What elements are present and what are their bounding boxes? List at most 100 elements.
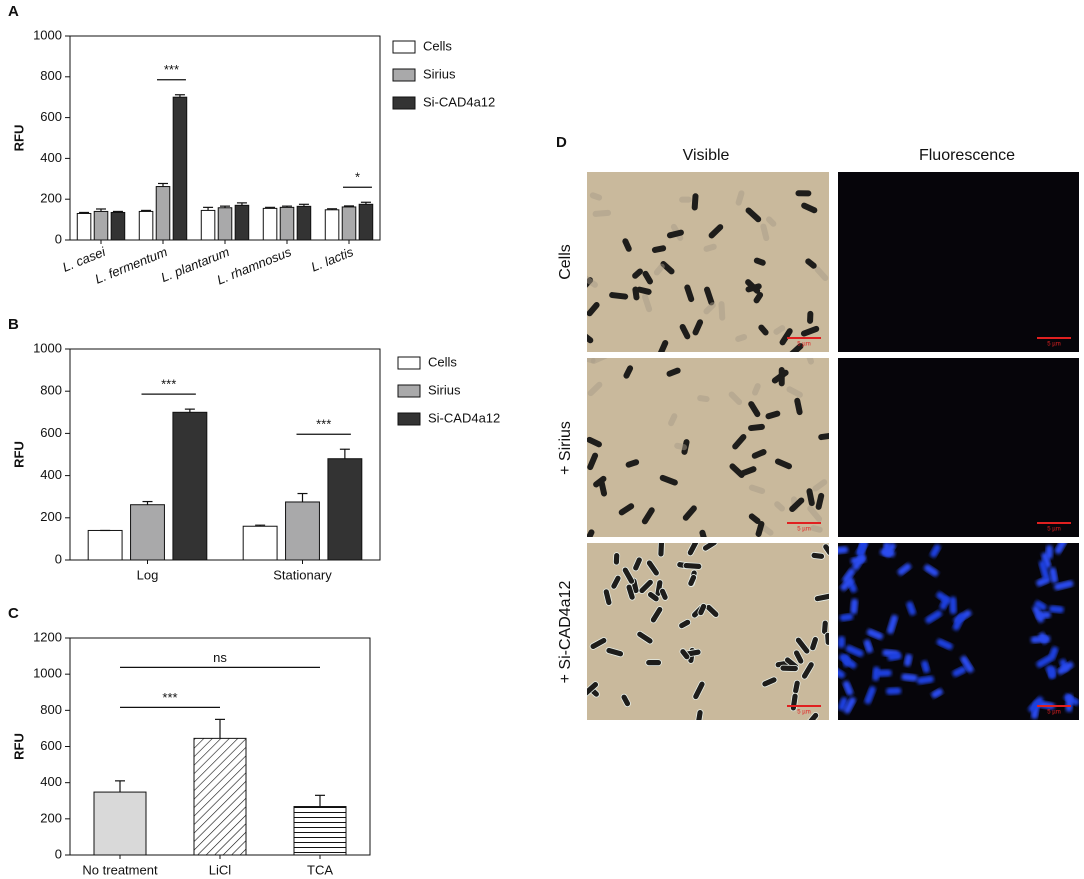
y-axis-label: RFU xyxy=(11,441,26,468)
fluorescent-cell xyxy=(916,675,935,685)
fluorescent-cell xyxy=(887,652,902,661)
cell xyxy=(801,661,815,680)
bar xyxy=(262,207,278,241)
bar xyxy=(217,207,233,241)
fluorescent-cell xyxy=(960,655,974,673)
significance-label: ns xyxy=(213,650,227,665)
fluorescent-cell xyxy=(838,666,846,679)
legend-swatch xyxy=(392,40,416,54)
cell xyxy=(801,202,818,214)
cell xyxy=(748,423,765,432)
ghost-cell xyxy=(697,395,710,403)
bar xyxy=(87,529,123,561)
x-tick-label: LiCl xyxy=(209,862,232,877)
fluorescent-cell xyxy=(936,638,953,650)
bar xyxy=(324,209,340,241)
cell xyxy=(682,562,703,570)
row-label: + Sirius xyxy=(557,421,574,475)
significance-label: *** xyxy=(161,377,176,392)
legend-swatch xyxy=(392,96,416,110)
cell xyxy=(666,367,681,377)
cell xyxy=(818,432,829,441)
x-tick-label: No treatment xyxy=(82,862,158,877)
micrograph-content xyxy=(838,543,1079,720)
cell xyxy=(620,693,631,708)
cell xyxy=(699,529,708,537)
image-background xyxy=(838,543,1079,720)
ghost-cell xyxy=(773,325,786,335)
bar xyxy=(138,210,154,241)
cell xyxy=(686,543,700,557)
cell xyxy=(800,325,820,337)
fluorescent-cell xyxy=(839,613,854,622)
ghost-cell xyxy=(703,243,717,252)
ghost-cell xyxy=(668,413,678,427)
cell xyxy=(815,492,825,510)
cell xyxy=(622,238,632,252)
cell xyxy=(656,340,669,352)
cell xyxy=(805,712,820,720)
bar xyxy=(155,186,171,241)
significance-label: * xyxy=(355,170,360,185)
ghost-cell xyxy=(807,505,823,522)
fluorescent-cell xyxy=(931,688,943,699)
x-tick-label: L. lactis xyxy=(309,244,356,275)
micrograph: 5 µm xyxy=(838,543,1079,720)
significance-label: *** xyxy=(162,690,177,705)
cell xyxy=(605,647,624,658)
cell xyxy=(765,410,781,420)
fluorescent-cell xyxy=(887,614,898,635)
cell xyxy=(806,488,815,507)
micrograph-content xyxy=(587,543,829,720)
ghost-cell xyxy=(786,386,803,398)
scale-bar-label: 5 µm xyxy=(1047,342,1060,348)
fluorescent-cell xyxy=(906,601,916,616)
cell xyxy=(824,631,829,646)
cell xyxy=(657,543,665,558)
cell xyxy=(659,474,678,486)
legend-label: Cells xyxy=(428,354,457,369)
ghost-cell xyxy=(735,334,748,342)
panel-label: B xyxy=(8,316,19,333)
cell xyxy=(745,283,762,293)
cell xyxy=(598,479,608,497)
micrograph-content xyxy=(838,172,1079,352)
bar xyxy=(93,791,147,856)
ghost-cell xyxy=(587,381,603,397)
cell xyxy=(587,452,599,471)
cell xyxy=(814,592,829,603)
fluorescent-cell xyxy=(1048,605,1064,614)
y-tick-label: 0 xyxy=(55,846,62,861)
cell xyxy=(755,520,765,537)
panel-label: D xyxy=(556,134,567,151)
ghost-cell xyxy=(587,274,598,288)
cell xyxy=(587,436,602,448)
cell xyxy=(778,367,785,387)
cell xyxy=(618,503,635,516)
cell xyxy=(666,229,684,239)
cell xyxy=(732,434,747,450)
x-tick-label: Log xyxy=(137,567,159,582)
micrograph-content xyxy=(838,358,1079,537)
fluorescent-cell xyxy=(1048,646,1059,661)
y-tick-label: 400 xyxy=(40,150,62,165)
cell xyxy=(795,636,811,655)
bar xyxy=(234,204,250,241)
cell xyxy=(704,286,715,306)
ghost-cell xyxy=(703,302,716,315)
fluorescent-cell xyxy=(1038,560,1050,580)
significance-label: *** xyxy=(164,62,179,77)
cell xyxy=(708,224,724,239)
ghost-cell xyxy=(760,223,770,242)
fluorescent-cell xyxy=(1030,635,1051,644)
fluorescent-cell xyxy=(840,577,854,591)
y-tick-label: 0 xyxy=(55,551,62,566)
legend-label: Si-CAD4a12 xyxy=(423,94,495,109)
fluorescent-cell xyxy=(901,673,918,682)
fluorescent-cell xyxy=(850,598,859,615)
bar xyxy=(341,206,357,241)
cell xyxy=(822,543,829,556)
fluorescent-cell xyxy=(1049,567,1058,584)
ghost-cell xyxy=(748,484,766,494)
